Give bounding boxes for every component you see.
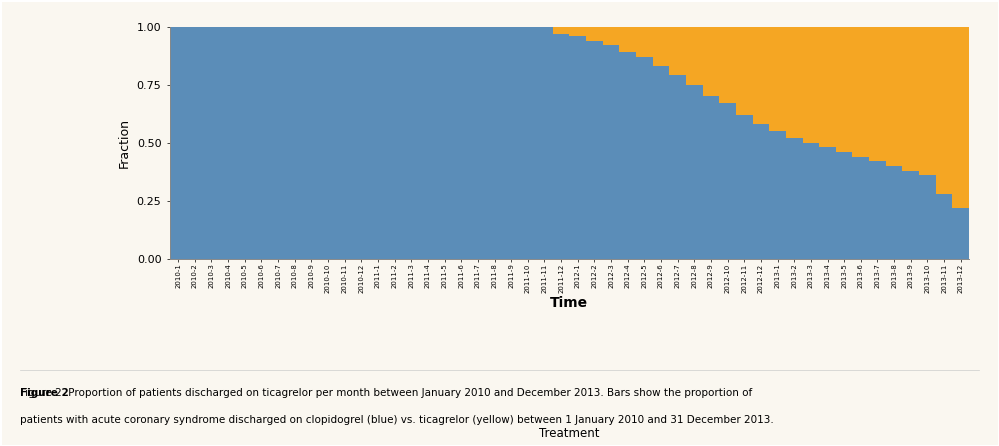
Legend: Clopidogrel, Ticagrelor: Clopidogrel, Ticagrelor (481, 422, 658, 446)
Bar (270, 27, 287, 259)
Bar (569, 36, 586, 259)
Bar (387, 27, 403, 259)
Bar (437, 27, 453, 259)
Bar (736, 27, 752, 115)
Bar (919, 175, 936, 259)
Bar (902, 170, 919, 259)
Text: patients with acute coronary syndrome discharged on clopidogrel (blue) vs. ticag: patients with acute coronary syndrome di… (20, 415, 774, 425)
Bar (552, 27, 569, 34)
Bar (519, 27, 536, 259)
Bar (852, 27, 869, 157)
Bar (569, 27, 586, 36)
Bar (936, 27, 952, 194)
Bar (502, 27, 519, 259)
Bar (170, 27, 187, 259)
Bar (886, 27, 902, 166)
Bar (652, 66, 669, 259)
Bar (237, 27, 253, 259)
Text: Figure 2  Proportion of patients discharged on ticagrelor per month between Janu: Figure 2 Proportion of patients discharg… (20, 388, 752, 398)
Bar (952, 208, 969, 259)
Bar (652, 27, 669, 66)
Bar (702, 27, 719, 96)
Bar (320, 27, 337, 259)
Bar (702, 96, 719, 259)
Bar (370, 27, 387, 259)
Bar (586, 41, 602, 259)
Bar (802, 143, 819, 259)
Bar (420, 27, 437, 259)
Bar (752, 27, 769, 124)
Bar (819, 147, 836, 259)
Bar (786, 138, 802, 259)
Bar (287, 27, 303, 259)
Bar (802, 27, 819, 143)
Bar (886, 166, 902, 259)
Bar (453, 27, 470, 259)
Bar (686, 27, 702, 85)
Bar (487, 27, 502, 259)
Bar (619, 27, 636, 52)
Bar (769, 27, 786, 131)
Bar (919, 27, 936, 175)
Bar (952, 27, 969, 208)
Bar (719, 103, 736, 259)
Bar (337, 27, 353, 259)
Bar (686, 85, 702, 259)
Bar (303, 27, 320, 259)
Bar (403, 27, 420, 259)
Bar (902, 27, 919, 170)
Bar (536, 27, 552, 259)
Bar (203, 27, 220, 259)
Bar (253, 27, 270, 259)
Bar (836, 27, 852, 152)
Y-axis label: Fraction: Fraction (118, 118, 131, 168)
Bar (552, 34, 569, 259)
Bar (769, 131, 786, 259)
Bar (936, 194, 952, 259)
Bar (220, 27, 237, 259)
Bar (786, 27, 802, 138)
Bar (602, 27, 619, 45)
Bar (619, 52, 636, 259)
Bar (636, 57, 652, 259)
Bar (669, 27, 686, 75)
Bar (869, 27, 886, 161)
X-axis label: Time: Time (550, 296, 588, 310)
Bar (187, 27, 203, 259)
Text: Figure 2: Figure 2 (20, 388, 69, 398)
Bar (353, 27, 370, 259)
Bar (586, 27, 602, 41)
Bar (636, 27, 652, 57)
Bar (669, 75, 686, 259)
Bar (836, 152, 852, 259)
Bar (719, 27, 736, 103)
Bar (752, 124, 769, 259)
Bar (470, 27, 487, 259)
Bar (869, 161, 886, 259)
Bar (852, 157, 869, 259)
Bar (736, 115, 752, 259)
Bar (819, 27, 836, 147)
Bar (602, 45, 619, 259)
